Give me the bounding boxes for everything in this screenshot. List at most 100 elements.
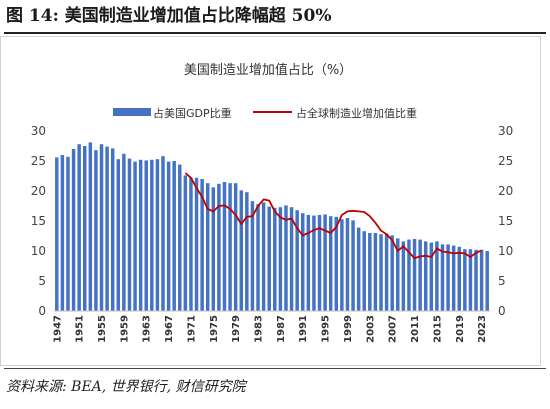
y-right-tick-label: 10 — [498, 244, 513, 258]
bar — [301, 213, 305, 311]
bar — [245, 192, 249, 311]
bar — [312, 215, 316, 311]
bar — [468, 249, 473, 311]
bar — [379, 234, 383, 311]
x-tick-label: 1975 — [209, 315, 220, 343]
bar — [267, 206, 271, 311]
bar — [345, 218, 350, 311]
x-tick-label: 1955 — [97, 315, 108, 343]
x-tick-label: 1959 — [119, 315, 130, 343]
bar — [278, 207, 283, 311]
figure-title: 图 14: 美国制造业增加值占比降幅超 50% — [6, 6, 332, 26]
bar — [396, 238, 400, 311]
bar — [138, 159, 143, 311]
bar — [110, 148, 115, 311]
x-tick-label: 2023 — [477, 315, 488, 343]
bar — [99, 144, 104, 311]
bar — [401, 241, 406, 311]
bar — [256, 204, 260, 311]
bar — [418, 239, 422, 311]
y-left-tick-label: 10 — [31, 244, 46, 258]
bar — [189, 177, 193, 311]
legend: 占美国GDP比重 占全球制造业增加值比重 — [113, 106, 417, 120]
bar — [323, 214, 327, 311]
bar — [217, 183, 221, 311]
bar — [116, 159, 121, 311]
source-note: 资料来源: BEA, 世界银行, 财信研究院 — [6, 379, 246, 395]
y-right-tick-label: 25 — [498, 154, 513, 168]
bar — [446, 244, 450, 311]
x-tick-label: 1947 — [52, 315, 63, 343]
bar — [183, 175, 188, 311]
bar — [228, 183, 232, 311]
bar — [423, 241, 428, 311]
bar — [211, 187, 216, 311]
bar — [250, 201, 255, 311]
y-left-tick-label: 5 — [38, 274, 46, 288]
bar-series — [55, 142, 489, 311]
bar — [390, 235, 394, 311]
x-tick-label: 1991 — [298, 315, 309, 343]
bar — [127, 158, 132, 311]
bar — [328, 216, 333, 311]
x-tick-label: 1979 — [231, 315, 242, 343]
bar — [295, 210, 299, 311]
bar — [474, 249, 478, 311]
line-series — [184, 172, 482, 260]
x-tick-label: 1987 — [276, 315, 287, 343]
y-left-tick-label: 15 — [31, 214, 46, 228]
y-right-tick-label: 20 — [498, 184, 513, 198]
bar — [55, 157, 59, 311]
x-tick-label: 1967 — [164, 315, 175, 343]
bar — [155, 159, 160, 311]
y-axis-right: 0 5 10 15 20 25 30 — [498, 124, 513, 318]
x-tick-label: 2011 — [410, 315, 421, 343]
bar — [463, 249, 467, 311]
bottom-rule — [4, 368, 546, 369]
x-tick-label: 1951 — [75, 315, 86, 343]
bar — [334, 216, 339, 311]
bar — [172, 161, 176, 311]
legend-label-bars: 占美国GDP比重 — [153, 106, 232, 120]
bar — [66, 156, 70, 311]
y-right-tick-label: 5 — [498, 274, 506, 288]
bar — [71, 149, 76, 311]
y-left-tick-label: 0 — [38, 304, 46, 318]
bar — [317, 215, 322, 311]
bar — [144, 160, 148, 311]
bar — [200, 179, 204, 311]
y-left-tick-label: 25 — [31, 154, 46, 168]
bar — [161, 156, 165, 311]
bar — [368, 233, 372, 311]
bar — [457, 246, 461, 311]
x-tick-label: 1983 — [254, 315, 265, 343]
x-tick-label: 1995 — [321, 315, 332, 343]
bar — [60, 155, 65, 311]
y-left-tick-label: 30 — [31, 124, 46, 138]
y-right-tick-label: 0 — [498, 304, 506, 318]
bar — [429, 242, 434, 311]
top-rule — [4, 32, 546, 34]
bar — [239, 190, 243, 311]
x-tick-label: 1963 — [142, 315, 153, 343]
bar — [440, 244, 445, 311]
y-right-tick-label: 30 — [498, 124, 513, 138]
y-left-tick-label: 20 — [31, 184, 46, 198]
bar — [88, 142, 93, 311]
bar — [479, 249, 484, 311]
x-tick-label: 2003 — [365, 315, 376, 343]
bar — [194, 177, 199, 311]
x-tick-label: 2007 — [388, 315, 399, 343]
bar — [166, 161, 171, 311]
bar — [94, 150, 98, 311]
bar — [178, 164, 182, 311]
bar — [451, 245, 456, 311]
x-tick-label: 2019 — [455, 315, 466, 343]
y-right-tick-label: 15 — [498, 214, 513, 228]
bar — [133, 161, 137, 311]
bar — [435, 241, 439, 311]
x-tick-label: 1999 — [343, 315, 354, 343]
bar — [205, 183, 210, 311]
bar — [105, 146, 109, 311]
bar — [356, 227, 361, 311]
